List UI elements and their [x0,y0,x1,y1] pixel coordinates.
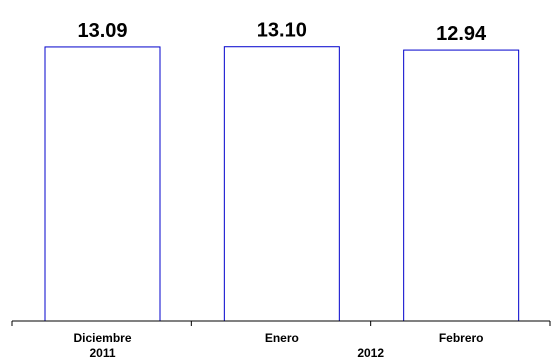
bars-group [44,46,520,322]
value-label-diciembre: 13.09 [77,20,127,42]
category-label-febrero: Febrero [439,331,484,345]
category-labels-group: Diciembre Enero Febrero [73,331,483,345]
value-labels-group: 13.09 13.10 12.94 [77,20,487,45]
bar-febrero [403,49,520,322]
value-label-enero: 13.10 [257,20,307,42]
x-axis-ticks [11,321,551,326]
bar-diciembre [44,46,161,322]
year-label-2012: 2012 [357,346,384,360]
category-label-diciembre: Diciembre [73,331,131,345]
bar-enero [223,46,340,322]
category-label-enero: Enero [265,331,299,345]
value-label-febrero: 12.94 [436,23,487,45]
year-label-2011: 2011 [89,346,115,360]
